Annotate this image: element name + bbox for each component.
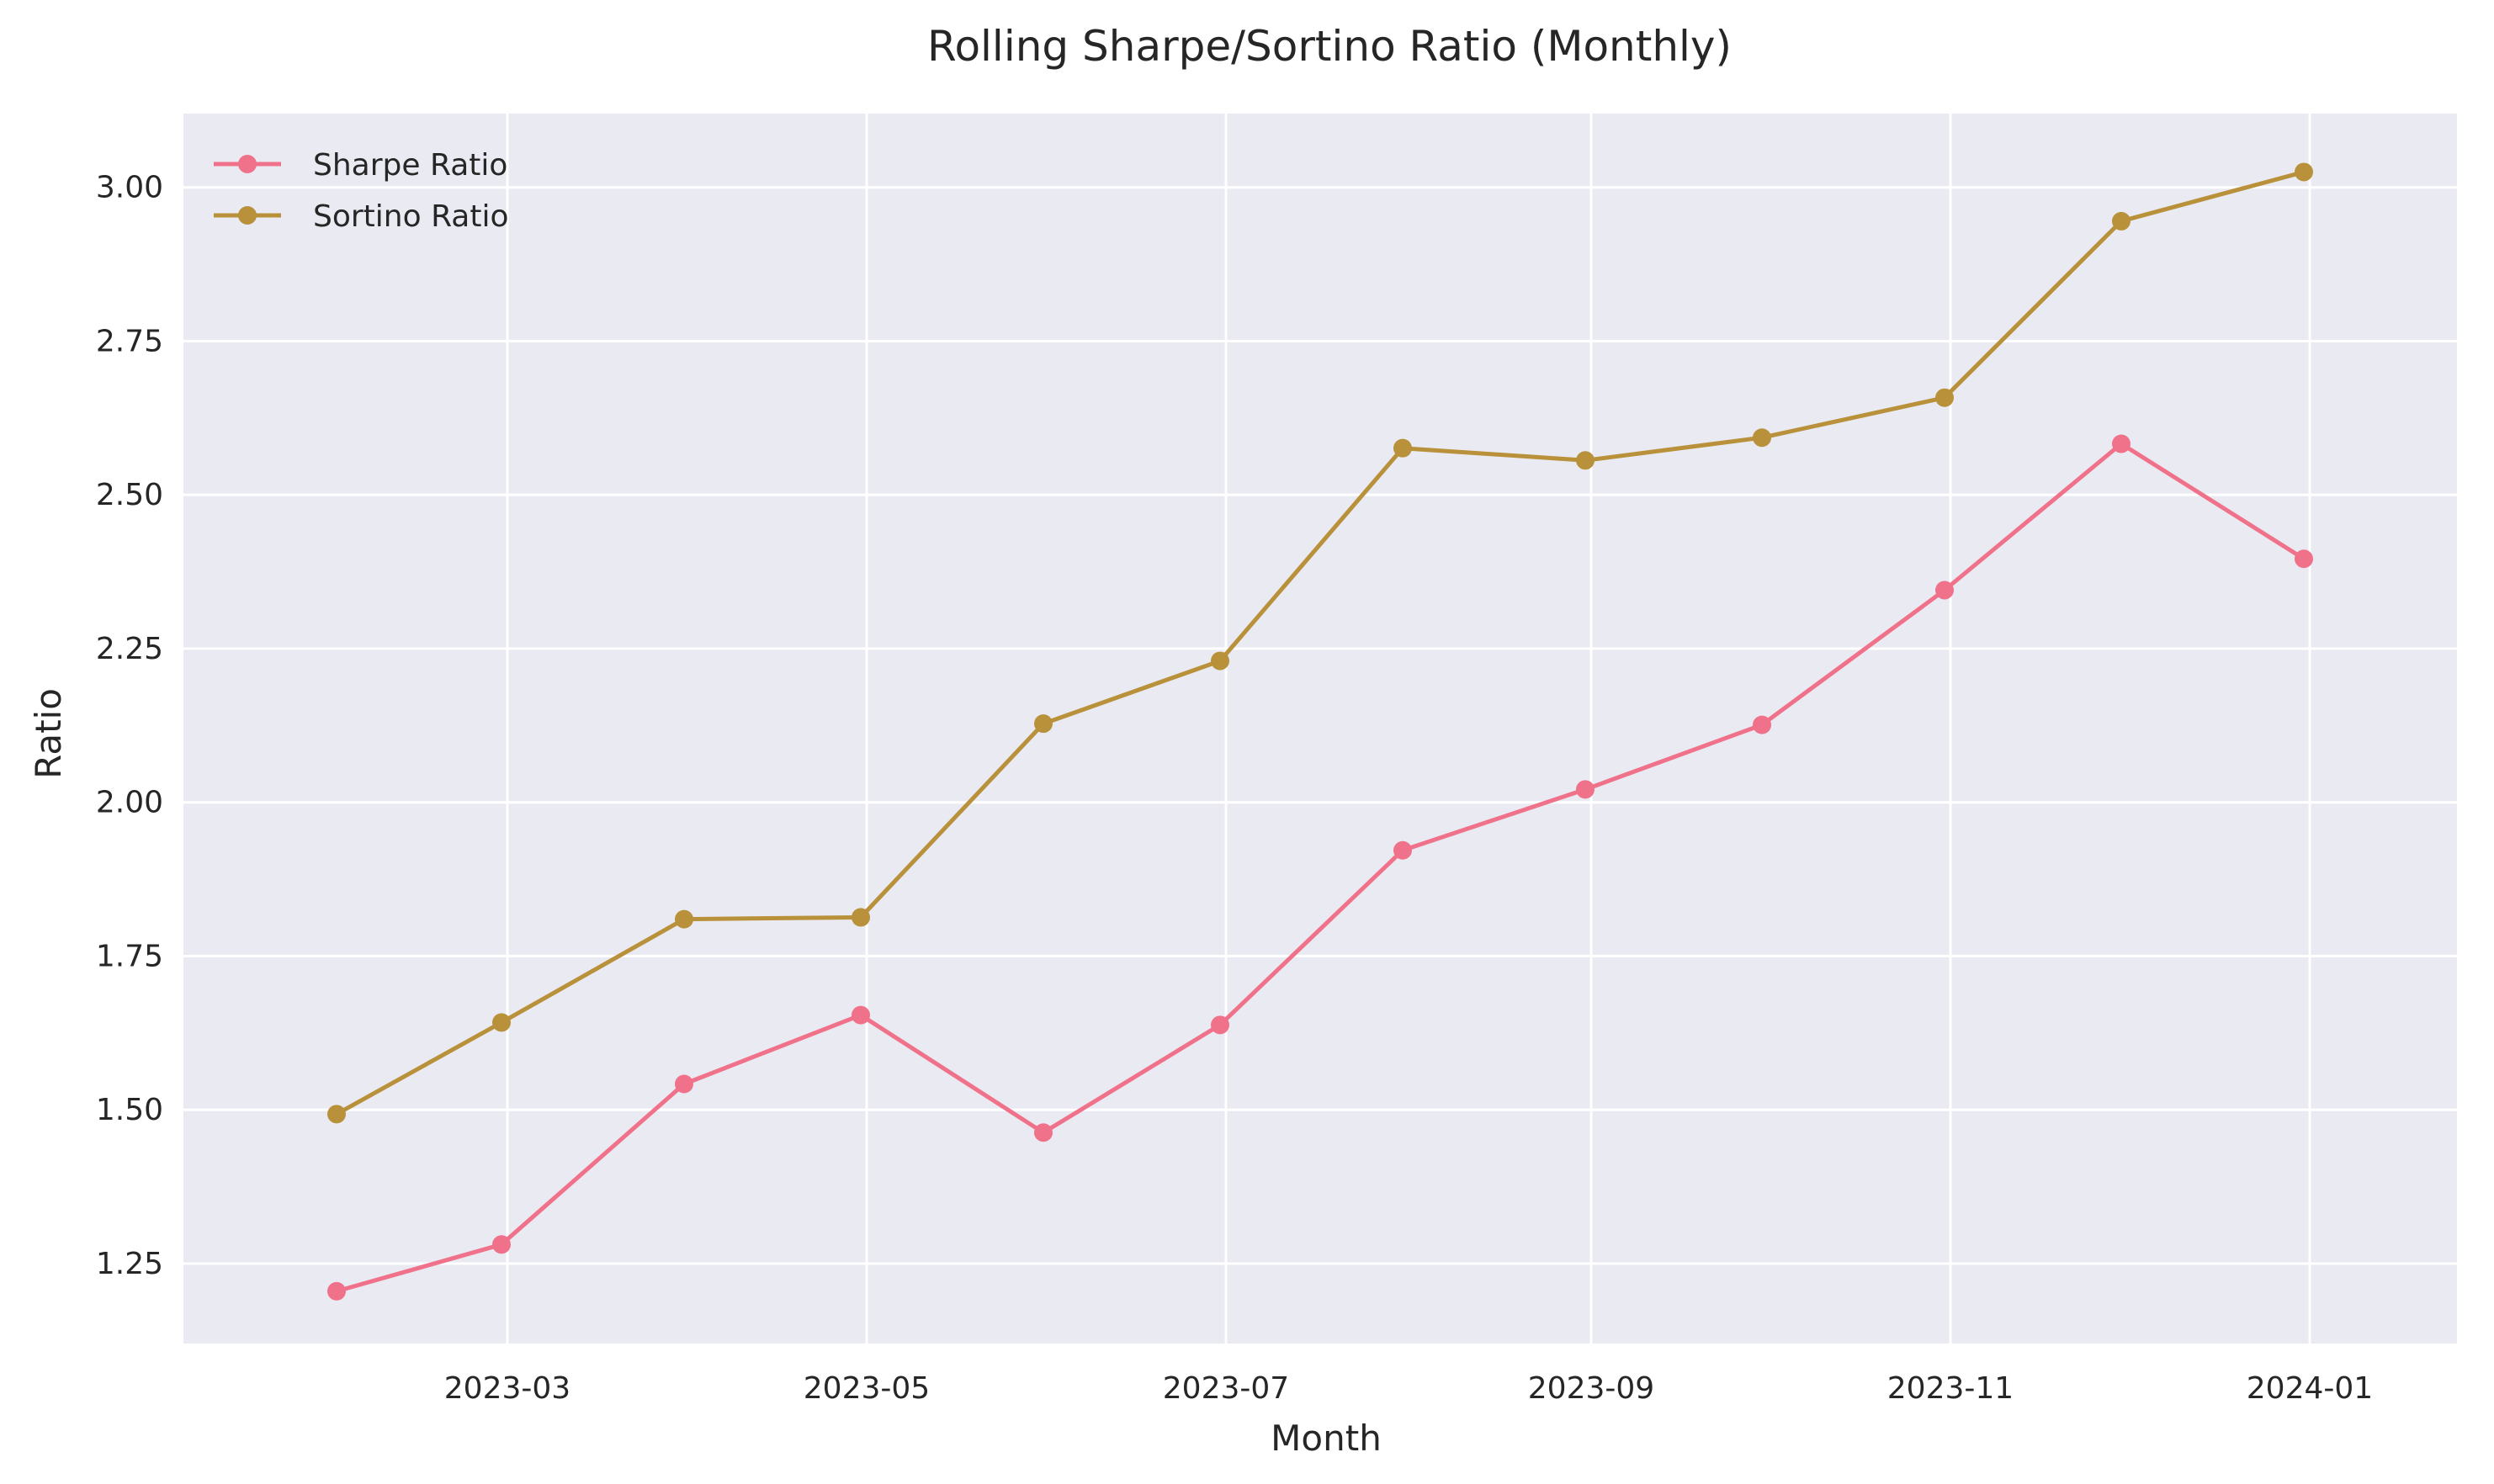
y-axis-label: Ratio [28, 688, 69, 779]
data-point [492, 1235, 511, 1254]
data-point [1753, 715, 1771, 734]
data-point [1576, 780, 1595, 799]
legend-label: Sharpe Ratio [313, 148, 507, 183]
series-layer [327, 162, 2313, 1301]
legend-item: Sharpe Ratio [214, 148, 507, 183]
series-line [336, 442, 2306, 1294]
y-tick-label: 3.00 [96, 171, 163, 205]
legend-item: Sortino Ratio [214, 199, 509, 234]
data-point [1393, 438, 1412, 458]
series-line [335, 169, 2305, 1116]
data-point [1935, 388, 1954, 407]
x-tick-label: 2023-09 [1528, 1371, 1654, 1406]
data-point [2295, 549, 2313, 569]
x-tick-labels: 2023-03 2023-05 2023-07 2023-09 2023-11 2024-… [444, 1371, 2373, 1406]
data-point [1753, 428, 1771, 448]
x-tick-label: 2023-11 [1887, 1371, 2014, 1406]
data-point [852, 908, 870, 927]
data-point [327, 1281, 346, 1301]
series-sharpe-ratio [327, 434, 2313, 1301]
y-tick-label: 2.75 [96, 324, 163, 358]
series-sortino-ratio [327, 162, 2313, 1124]
y-tick-labels: 1.25 1.50 1.75 2.00 2.25 2.50 2.75 3.00 [96, 171, 163, 1281]
data-point [1211, 651, 1229, 670]
legend-label: Sortino Ratio [313, 199, 509, 234]
data-point [675, 1074, 693, 1094]
legend-marker [238, 155, 257, 173]
data-point [2295, 162, 2313, 182]
x-tick-label: 2023-03 [444, 1371, 570, 1406]
data-point [327, 1105, 346, 1124]
data-point [852, 1005, 870, 1025]
data-point [1935, 580, 1954, 600]
x-tick-label: 2024-01 [2247, 1371, 2373, 1406]
y-tick-label: 2.00 [96, 786, 163, 820]
data-point [1034, 714, 1053, 734]
x-tick-label: 2023-05 [804, 1371, 930, 1406]
data-point [1211, 1015, 1229, 1035]
y-tick-label: 2.25 [96, 632, 163, 666]
data-point [492, 1013, 511, 1032]
chart-title: Rolling Sharpe/Sortino Ratio (Monthly) [927, 22, 1732, 71]
legend-marker [238, 206, 257, 225]
data-point [1034, 1123, 1053, 1142]
x-axis-label: Month [1271, 1418, 1382, 1459]
y-tick-label: 1.75 [96, 939, 163, 973]
y-tick-label: 2.50 [96, 478, 163, 512]
x-tick-label: 2023-07 [1163, 1371, 1289, 1406]
data-point [2112, 434, 2131, 453]
grid-lines [183, 114, 2457, 1344]
legend: Sharpe Ratio Sortino Ratio [214, 148, 509, 234]
data-point [1576, 451, 1595, 470]
data-point [2112, 211, 2131, 231]
plot-area [183, 114, 2457, 1344]
data-point [1393, 840, 1412, 860]
y-tick-label: 1.50 [96, 1093, 163, 1127]
y-tick-label: 1.25 [96, 1247, 163, 1281]
data-point [675, 909, 693, 929]
